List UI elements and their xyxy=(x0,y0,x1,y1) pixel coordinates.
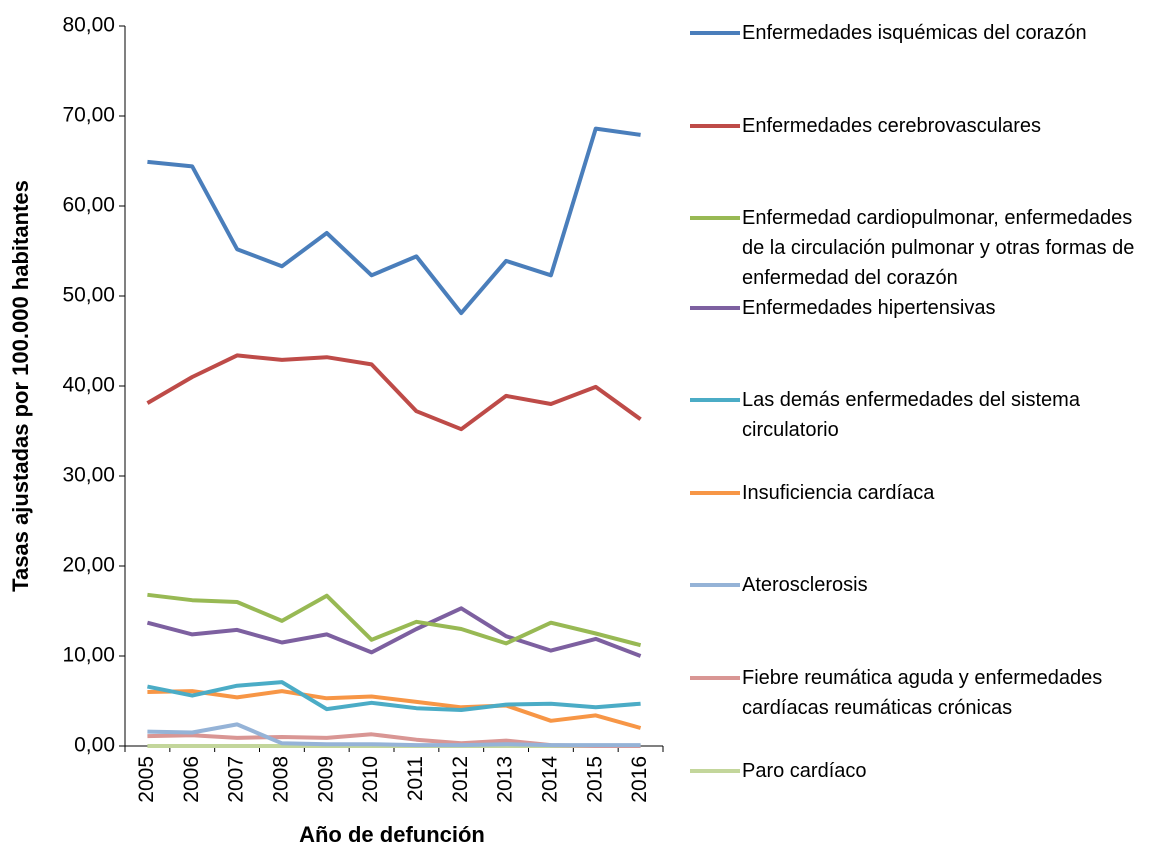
legend-label: Aterosclerosis xyxy=(742,574,868,596)
x-tick-label: 2015 xyxy=(583,756,606,803)
x-tick-label: 2011 xyxy=(404,756,427,801)
legend-label: Fiebre reumática aguda y enfermedades ca… xyxy=(742,667,1103,719)
x-tick-label: 2007 xyxy=(225,756,248,803)
legend-label: Enfermedad cardiopulmonar, enfermedades … xyxy=(742,207,1135,289)
y-tick-label: 80,00 xyxy=(62,14,115,37)
legend-label: Insuficiencia cardíaca xyxy=(742,482,935,504)
x-tick-label: 2012 xyxy=(449,756,472,803)
legend-label: Las demás enfermedades del sistema circu… xyxy=(742,389,1080,441)
x-tick-label: 2006 xyxy=(180,756,203,803)
y-tick-label: 70,00 xyxy=(62,104,115,127)
x-tick-label: 2016 xyxy=(628,756,651,803)
series-line xyxy=(147,722,641,748)
x-tick-label: 2010 xyxy=(359,756,382,803)
y-tick-label: 30,00 xyxy=(62,464,115,487)
legend-label: Enfermedades hipertensivas xyxy=(742,297,996,319)
y-tick-label: 50,00 xyxy=(62,284,115,307)
y-tick-label: 60,00 xyxy=(62,194,115,217)
legend-label: Enfermedades cerebrovasculares xyxy=(742,115,1042,137)
y-tick-label: 40,00 xyxy=(62,374,115,397)
y-tick-label: 20,00 xyxy=(62,554,115,577)
y-tick-label: 0,00 xyxy=(74,734,115,757)
x-tick-label: 2008 xyxy=(269,756,292,803)
legend-label: Paro cardíaco xyxy=(742,760,867,782)
y-axis-title: Tasas ajustadas por 100.000 habitantes xyxy=(8,180,33,592)
x-tick-label: 2009 xyxy=(314,756,337,803)
x-tick-label: 2005 xyxy=(135,756,158,803)
x-tick-label: 2013 xyxy=(494,756,517,803)
y-tick-label: 10,00 xyxy=(62,644,115,667)
series-line xyxy=(147,680,641,712)
series-line xyxy=(146,353,642,432)
series-line xyxy=(147,592,642,648)
legend-label: Enfermedades isquémicas del corazón xyxy=(742,22,1087,44)
series-line xyxy=(146,606,642,658)
x-axis-title: Año de defunción xyxy=(299,822,485,847)
series-line xyxy=(147,689,642,730)
series-line xyxy=(147,126,641,316)
x-tick-label: 2014 xyxy=(538,756,561,803)
